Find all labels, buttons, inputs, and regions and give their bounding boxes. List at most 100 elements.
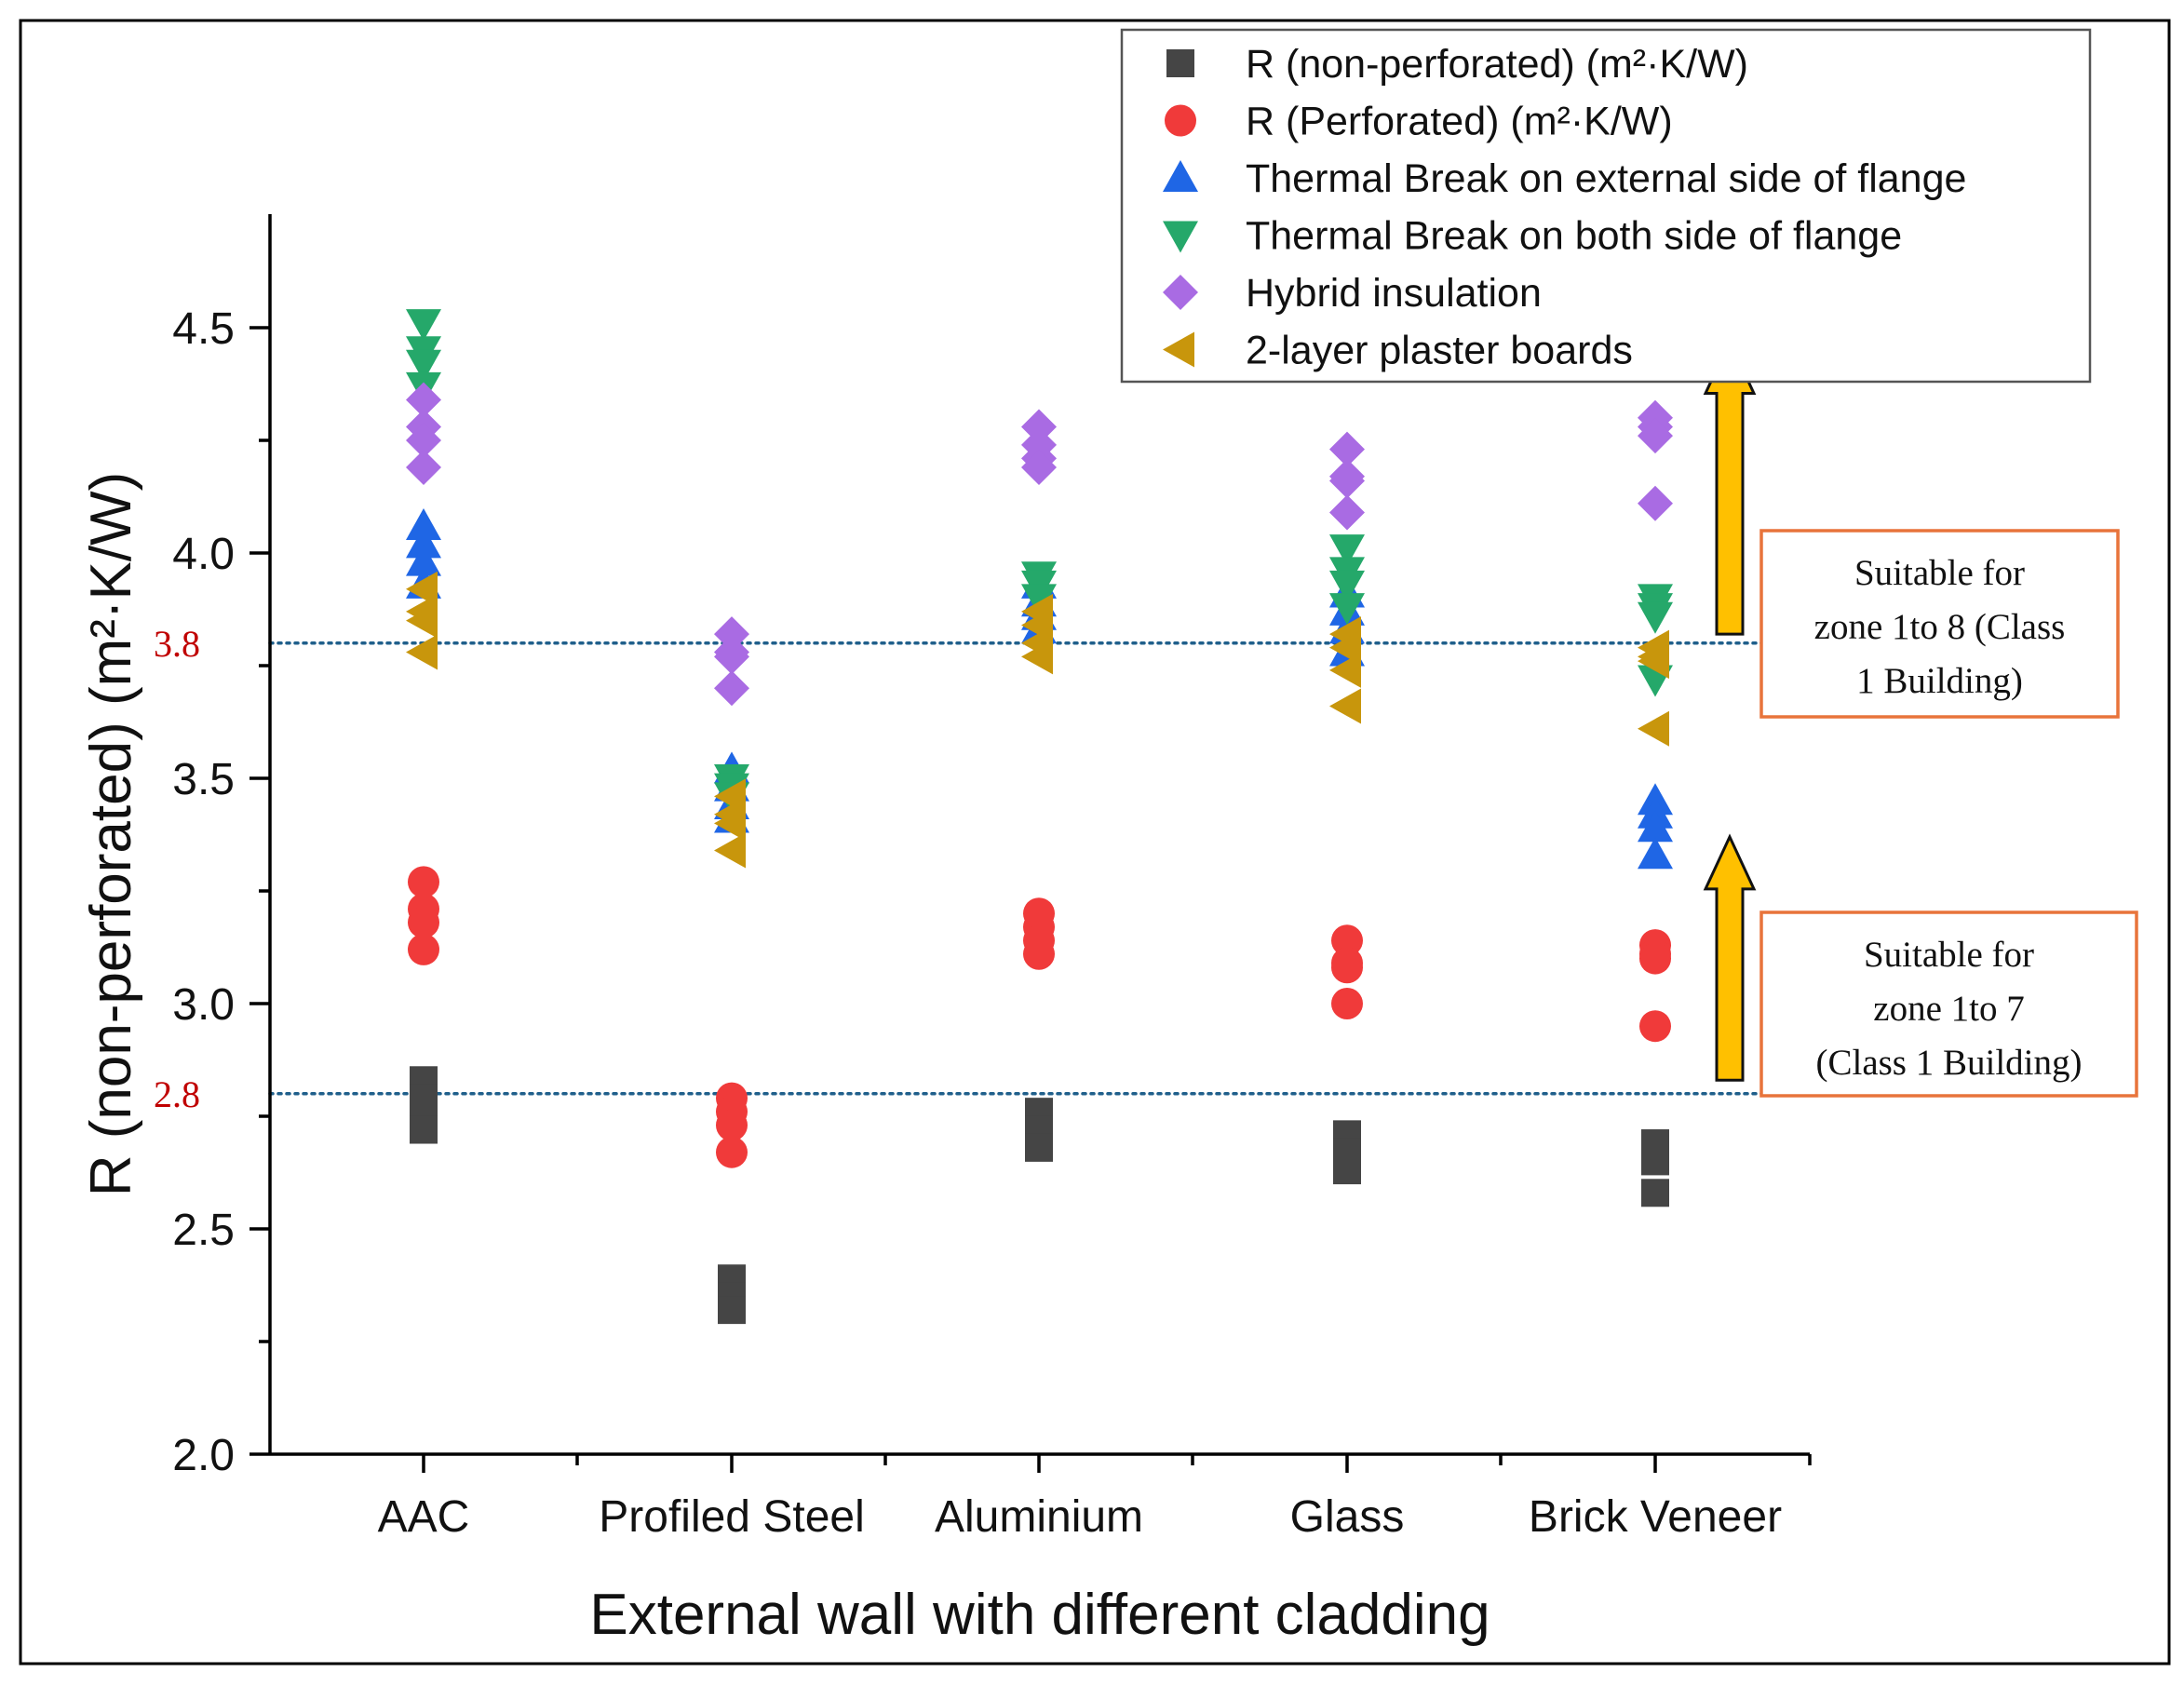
- data-point-triangle-left: [714, 832, 746, 869]
- data-point-square: [1641, 1147, 1669, 1176]
- y-tick-label: 4.5: [172, 304, 235, 354]
- x-tick-label: Profiled Steel: [599, 1492, 865, 1542]
- data-point-triangle-down: [406, 309, 441, 342]
- legend-label: R (non-perforated) (m²·K/W): [1246, 42, 1748, 87]
- legend-label: Hybrid insulation: [1246, 271, 1542, 316]
- reference-line-label: 3.8: [154, 623, 200, 665]
- data-point-triangle-up: [1638, 837, 1673, 870]
- series-square: [410, 1066, 1669, 1325]
- data-point-square: [1333, 1156, 1361, 1185]
- y-tick-label: 2.5: [172, 1206, 235, 1255]
- data-point-circle: [408, 866, 439, 898]
- legend: R (non-perforated) (m²·K/W) R (Perforated…: [1120, 28, 2092, 384]
- data-point-triangle-left: [406, 634, 438, 670]
- data-point-circle: [1639, 1010, 1671, 1043]
- data-point-triangle-up: [406, 544, 441, 576]
- data-point-diamond: [1021, 450, 1057, 486]
- data-point-triangle-up: [406, 507, 441, 540]
- data-point-triangle-down: [1329, 593, 1365, 626]
- data-point-circle: [1023, 937, 1055, 970]
- x-axis-title: External wall with different cladding: [589, 1583, 1490, 1647]
- legend-box: [1120, 28, 2092, 384]
- data-point-triangle-up: [1638, 810, 1673, 843]
- data-point-diamond: [1329, 431, 1365, 467]
- data-point-triangle-left: [1329, 629, 1361, 666]
- data-point-square: [410, 1115, 438, 1144]
- legend-label: Thermal Break on both side of flange: [1246, 214, 1902, 259]
- data-point-diamond: [714, 670, 749, 707]
- annotation-box: [1759, 910, 2138, 1098]
- x-tick-label: Brick Veneer: [1529, 1492, 1782, 1542]
- annotation-text: zone 1to 7: [1873, 989, 2024, 1029]
- data-point-circle: [1331, 924, 1363, 957]
- data-point-circle: [408, 906, 439, 938]
- data-points: [406, 309, 1673, 1325]
- data-point-square: [718, 1296, 746, 1325]
- annotation-text: zone 1to 8 (Class: [1814, 607, 2066, 647]
- data-point-triangle-down: [1329, 534, 1365, 567]
- data-point-triangle-left: [1638, 710, 1669, 747]
- data-point-diamond: [1329, 463, 1365, 499]
- data-point-triangle-down: [1329, 570, 1365, 602]
- up-arrow-icon: [1703, 833, 1757, 1082]
- legend-marker-triangle-down: [1163, 221, 1198, 253]
- data-point-triangle-left: [406, 571, 438, 607]
- legend-label: R (Perforated) (m²·K/W): [1246, 100, 1673, 144]
- data-point-triangle-left: [1638, 643, 1669, 680]
- data-point-square: [1641, 1179, 1669, 1207]
- series-circle: [408, 866, 1671, 1168]
- data-point-triangle-left: [1329, 688, 1361, 724]
- data-point-triangle-down: [1638, 601, 1673, 634]
- data-point-diamond: [406, 423, 441, 458]
- x-tick-label: AAC: [378, 1492, 470, 1542]
- annotation-text: 1 Building): [1856, 661, 2023, 701]
- legend-marker-circle: [1165, 104, 1196, 137]
- legend-marker-triangle-left: [1163, 331, 1194, 368]
- data-point-circle: [716, 1136, 748, 1168]
- legend-marker-square: [1166, 49, 1194, 77]
- data-point-circle: [716, 1109, 748, 1141]
- data-point-triangle-down: [406, 349, 441, 382]
- reference-line-label: 2.8: [154, 1073, 200, 1115]
- y-axis-title: R (non-perforated) (m²·K/W): [79, 472, 143, 1197]
- y-tick-label: 3.5: [172, 755, 235, 804]
- legend-label: 2-layer plaster boards: [1246, 329, 1633, 373]
- legend-label: Thermal Break on external side of flange: [1246, 156, 1966, 201]
- annotation-box: [1759, 529, 2120, 719]
- x-tick-label: Aluminium: [935, 1492, 1143, 1542]
- data-point-diamond: [1021, 409, 1057, 445]
- annotation-text: Suitable for: [1864, 935, 2034, 975]
- data-point-diamond: [406, 450, 441, 486]
- series-diamond: [406, 382, 1673, 707]
- data-point-circle: [1639, 942, 1671, 975]
- data-point-diamond: [714, 639, 749, 675]
- y-tick-label: 3.0: [172, 980, 235, 1030]
- series-triangle-left: [406, 571, 1669, 869]
- data-point-triangle-left: [1021, 639, 1053, 675]
- data-point-diamond: [1638, 485, 1673, 521]
- data-point-circle: [408, 933, 439, 965]
- annotations: Suitable for zone 1to 8 (Class 1 Building)…: [1703, 337, 2138, 1098]
- reference-lines: 3.8 2.8: [154, 623, 1766, 1115]
- data-point-triangle-down: [1021, 584, 1057, 616]
- data-point-diamond: [1638, 418, 1673, 454]
- series-triangle-down: [406, 309, 1673, 815]
- data-point-square: [1025, 1133, 1053, 1162]
- x-axis: AAC Profiled Steel Aluminium Glass Brick Ven…: [270, 1452, 1812, 1542]
- x-tick-label: Glass: [1290, 1492, 1405, 1542]
- data-point-circle: [1331, 988, 1363, 1019]
- legend-marker-triangle-up: [1163, 160, 1198, 192]
- data-point-triangle-left: [714, 805, 746, 842]
- annotation-text: Suitable for: [1854, 553, 2025, 593]
- data-point-triangle-left: [1329, 652, 1361, 688]
- data-point-diamond: [406, 382, 441, 418]
- y-tick-label: 4.0: [172, 530, 235, 579]
- y-axis: 2.0 2.5 3.0 3.5 4.0 4.5: [172, 214, 272, 1480]
- data-point-diamond: [714, 616, 749, 653]
- y-tick-label: 2.0: [172, 1431, 235, 1480]
- data-point-triangle-left: [406, 602, 438, 639]
- data-point-diamond: [1329, 494, 1365, 531]
- data-point-triangle-up: [406, 526, 441, 559]
- legend-marker-diamond: [1163, 275, 1198, 310]
